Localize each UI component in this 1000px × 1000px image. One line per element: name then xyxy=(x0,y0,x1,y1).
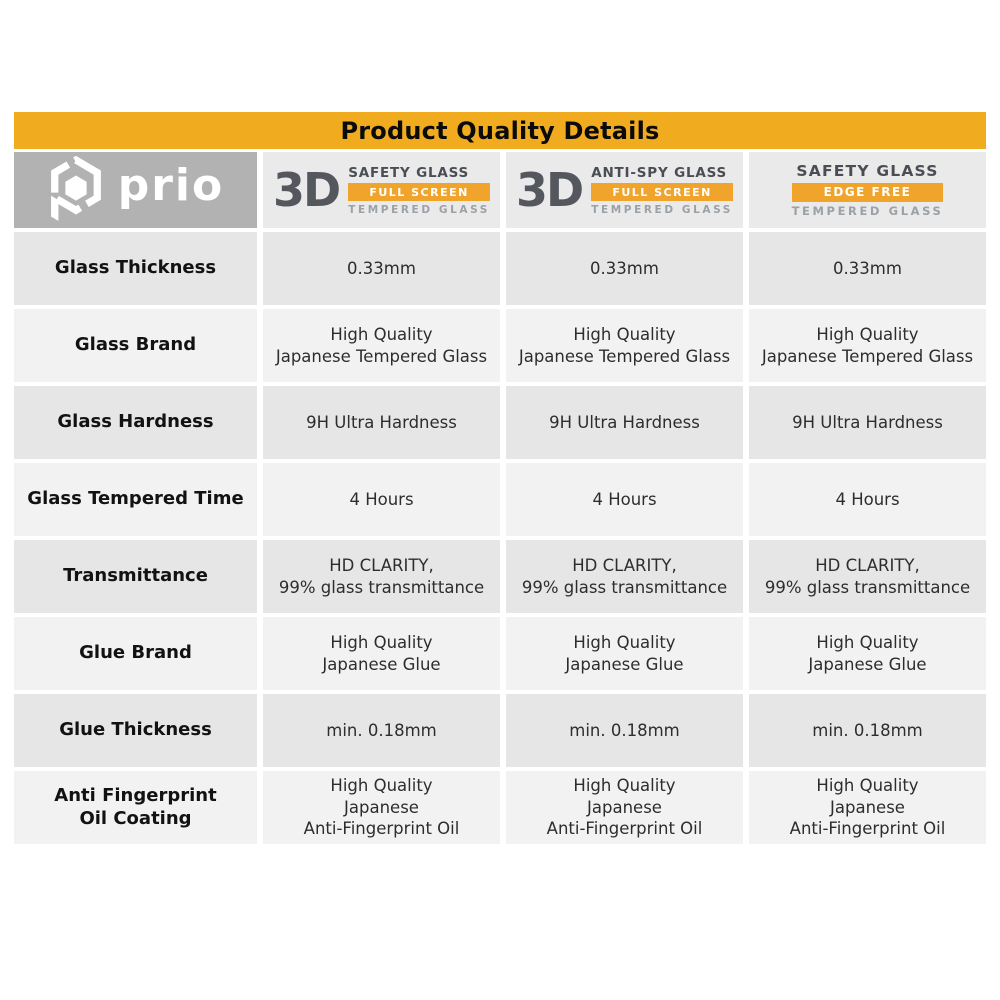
product-header-safety-glass-edge-free: SAFETY GLASS EDGE FREE TEMPERED GLASS xyxy=(749,152,986,228)
row-label-glass-brand: Glass Brand xyxy=(14,309,257,382)
row-label-anti-fingerprint-oil-coating: Anti Fingerprint Oil Coating xyxy=(14,771,257,844)
row-label-glass-hardness: Glass Hardness xyxy=(14,386,257,459)
product-title-stack: SAFETY GLASS EDGE FREE TEMPERED GLASS xyxy=(791,162,944,218)
product-subtitle: TEMPERED GLASS xyxy=(348,203,490,216)
product-header-3d-anti-spy-glass: 3D ANTI-SPY GLASS FULL SCREEN TEMPERED G… xyxy=(506,152,743,228)
spec-value: HD CLARITY, 99% glass transmittance xyxy=(506,540,743,613)
prio-logo-icon xyxy=(47,155,105,225)
spec-value: HD CLARITY, 99% glass transmittance xyxy=(749,540,986,613)
comparison-table: prio 3D SAFETY GLASS FULL SCREEN TEMPERE… xyxy=(14,152,986,844)
spec-value: High Quality Japanese Tempered Glass xyxy=(749,309,986,382)
product-title-stack: SAFETY GLASS FULL SCREEN TEMPERED GLASS xyxy=(348,165,490,216)
row-label-glue-thickness: Glue Thickness xyxy=(14,694,257,767)
brand-name: prio xyxy=(117,160,225,211)
page-title: Product Quality Details xyxy=(340,116,660,145)
spec-value: High Quality Japanese Anti-Fingerprint O… xyxy=(749,771,986,844)
product-header-3d-safety-glass: 3D SAFETY GLASS FULL SCREEN TEMPERED GLA… xyxy=(263,152,500,228)
product-subtitle: TEMPERED GLASS xyxy=(791,204,944,218)
row-label-glass-thickness: Glass Thickness xyxy=(14,232,257,305)
spec-value: 9H Ultra Hardness xyxy=(506,386,743,459)
spec-value: min. 0.18mm xyxy=(749,694,986,767)
spec-value: High Quality Japanese Tempered Glass xyxy=(506,309,743,382)
spec-value: High Quality Japanese Tempered Glass xyxy=(263,309,500,382)
spec-value: min. 0.18mm xyxy=(506,694,743,767)
product-3d-mark: 3D xyxy=(273,163,341,217)
spec-value: 9H Ultra Hardness xyxy=(263,386,500,459)
spec-value: 4 Hours xyxy=(263,463,500,536)
spec-value: High Quality Japanese Anti-Fingerprint O… xyxy=(506,771,743,844)
spec-value: High Quality Japanese Glue xyxy=(506,617,743,690)
product-name: SAFETY GLASS xyxy=(796,162,939,180)
row-label-transmittance: Transmittance xyxy=(14,540,257,613)
product-name: ANTI-SPY GLASS xyxy=(591,164,728,181)
row-label-glass-tempered-time: Glass Tempered Time xyxy=(14,463,257,536)
spec-value: High Quality Japanese Anti-Fingerprint O… xyxy=(263,771,500,844)
product-badge: FULL SCREEN xyxy=(348,183,490,201)
spec-value: HD CLARITY, 99% glass transmittance xyxy=(263,540,500,613)
product-title-stack: ANTI-SPY GLASS FULL SCREEN TEMPERED GLAS… xyxy=(591,165,733,216)
spec-value: 4 Hours xyxy=(506,463,743,536)
brand-logo-cell: prio xyxy=(14,152,257,228)
row-label-glue-brand: Glue Brand xyxy=(14,617,257,690)
title-bar: Product Quality Details xyxy=(14,112,986,149)
spec-value: High Quality Japanese Glue xyxy=(263,617,500,690)
product-name: SAFETY GLASS xyxy=(348,164,470,181)
product-badge: FULL SCREEN xyxy=(591,183,733,201)
spec-value: min. 0.18mm xyxy=(263,694,500,767)
product-subtitle: TEMPERED GLASS xyxy=(591,203,733,216)
spec-value: High Quality Japanese Glue xyxy=(749,617,986,690)
spec-value: 4 Hours xyxy=(749,463,986,536)
spec-value: 9H Ultra Hardness xyxy=(749,386,986,459)
spec-value: 0.33mm xyxy=(263,232,500,305)
product-badge: EDGE FREE xyxy=(791,182,944,202)
table-wrapper: Product Quality Details prio 3D SAFETY G… xyxy=(14,112,986,844)
product-3d-mark: 3D xyxy=(516,163,584,217)
spec-value: 0.33mm xyxy=(506,232,743,305)
spec-value: 0.33mm xyxy=(749,232,986,305)
